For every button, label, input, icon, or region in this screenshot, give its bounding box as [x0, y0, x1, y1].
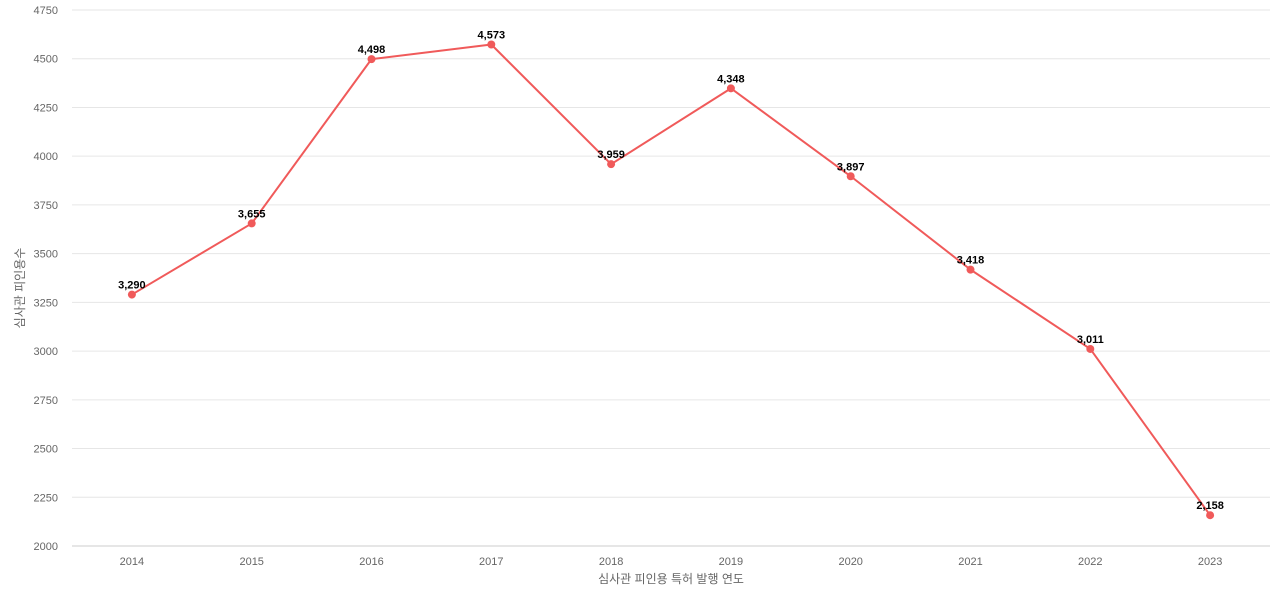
data-label: 3,655 — [238, 208, 266, 220]
y-tick-label: 4000 — [34, 151, 58, 163]
y-axis-ticks: 2000 2250 2500 2750 3000 3250 3500 3750 4000 4250… — [34, 5, 58, 553]
y-axis-title: 심사관 피인용수 — [13, 248, 27, 329]
data-point — [1206, 511, 1215, 520]
x-tick-label: 2023 — [1198, 556, 1222, 568]
data-point — [846, 172, 855, 181]
data-point — [726, 84, 735, 93]
x-tick-label: 2016 — [359, 556, 383, 568]
grid-lines — [72, 9, 1270, 498]
data-point — [966, 265, 975, 274]
y-tick-label: 3250 — [34, 297, 58, 309]
data-point — [1086, 344, 1095, 353]
y-tick-label: 2000 — [34, 541, 58, 553]
x-axis-ticks: 2014 2015 2016 2017 2018 2019 2020 2021 2022 2023 — [120, 556, 1223, 568]
data-point — [247, 219, 256, 228]
x-tick-label: 2018 — [599, 556, 623, 568]
series-line — [131, 43, 1211, 516]
x-tick-label: 2022 — [1078, 556, 1102, 568]
data-point — [367, 55, 376, 64]
data-label: 4,348 — [717, 73, 745, 85]
x-tick-label: 2020 — [838, 556, 862, 568]
data-label: 3,011 — [1077, 334, 1104, 346]
data-label: 3,959 — [597, 149, 625, 161]
y-tick-label: 4250 — [34, 102, 58, 114]
x-tick-label: 2019 — [719, 556, 743, 568]
data-label: 3,290 — [118, 280, 146, 292]
series-group — [127, 40, 1215, 520]
data-point — [607, 160, 616, 169]
y-tick-label: 2750 — [34, 395, 58, 407]
data-label: 4,573 — [478, 29, 506, 41]
data-labels: 3,290 3,655 4,498 4,573 3,959 4,348 3,897 3,418… — [118, 29, 1224, 512]
data-label: 3,418 — [957, 255, 985, 267]
y-tick-label: 4750 — [34, 5, 58, 17]
data-point — [487, 40, 496, 49]
y-tick-label: 2500 — [34, 444, 58, 456]
x-tick-label: 2014 — [120, 556, 144, 568]
y-tick-label: 3750 — [34, 200, 58, 212]
x-tick-label: 2015 — [239, 556, 263, 568]
y-tick-label: 4500 — [34, 54, 58, 66]
data-label: 3,897 — [837, 161, 865, 173]
x-tick-label: 2017 — [479, 556, 503, 568]
data-point — [127, 290, 136, 299]
x-axis-title: 심사관 피인용 특허 발행 연도 — [598, 571, 744, 586]
data-label: 2,158 — [1196, 500, 1224, 512]
y-tick-label: 3500 — [34, 249, 58, 261]
y-tick-label: 3000 — [34, 346, 58, 358]
y-tick-label: 2250 — [34, 492, 58, 504]
data-label: 4,498 — [358, 44, 386, 56]
x-tick-label: 2021 — [958, 556, 982, 568]
